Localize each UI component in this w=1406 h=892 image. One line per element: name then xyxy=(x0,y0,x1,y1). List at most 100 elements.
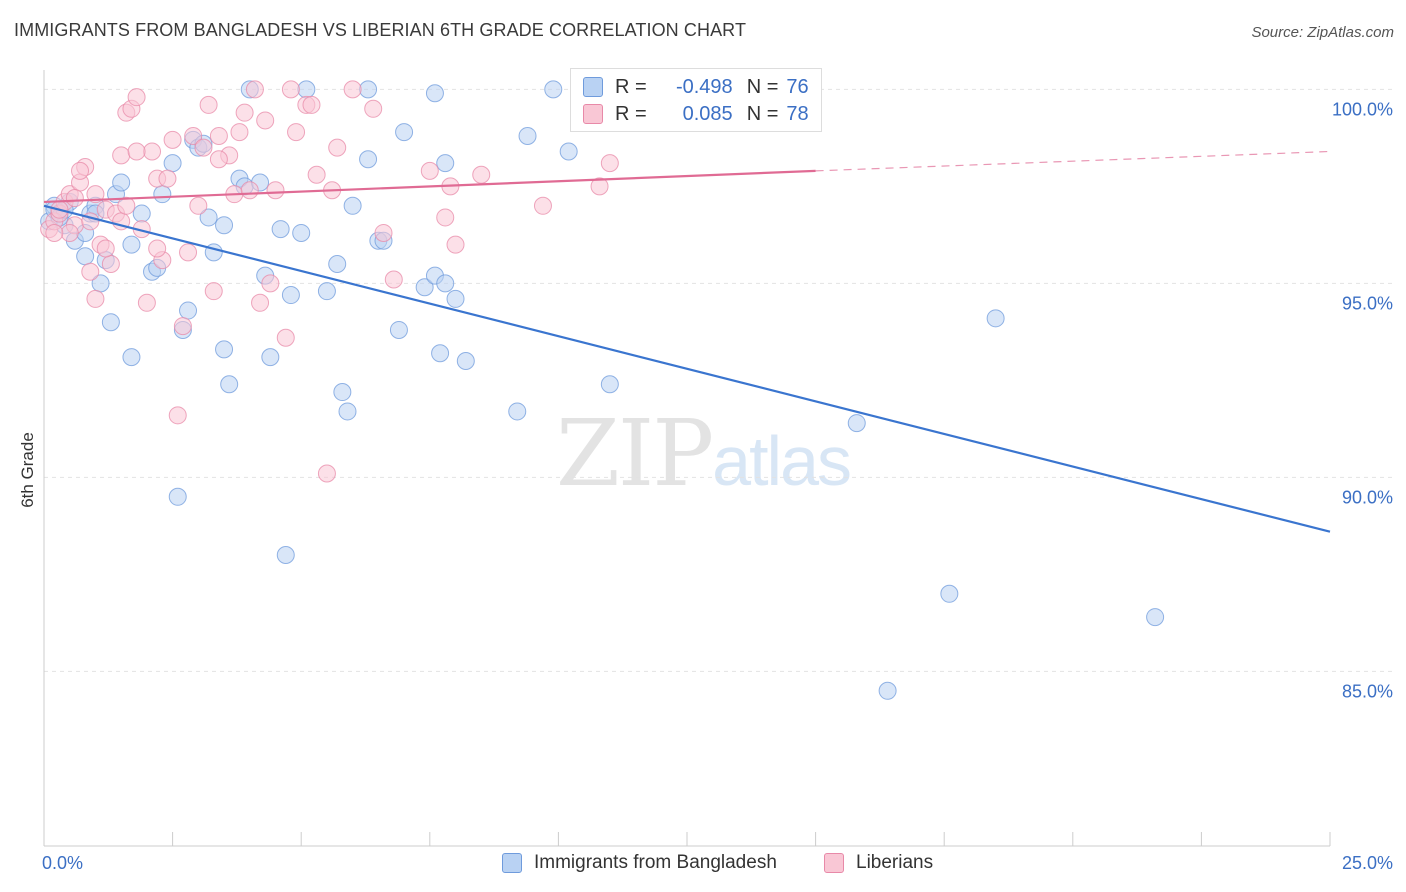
data-point-bangladesh xyxy=(163,154,182,173)
data-point-liberians xyxy=(184,126,203,145)
data-point-liberians xyxy=(317,464,336,483)
n-label: N = xyxy=(746,102,779,125)
data-point-bangladesh xyxy=(600,375,619,394)
y-axis-label: 6th Grade xyxy=(18,432,37,508)
legend-label-liberians: Liberians xyxy=(856,852,934,873)
series-legend: Immigrants from Bangladesh Liberians xyxy=(0,852,1406,878)
data-point-bangladesh xyxy=(297,80,316,99)
data-point-liberians xyxy=(143,142,162,161)
data-point-liberians xyxy=(65,189,84,208)
data-point-liberians xyxy=(112,146,131,165)
data-point-bangladesh xyxy=(101,313,120,332)
data-point-bangladesh xyxy=(168,487,187,506)
n-label: N = xyxy=(746,75,779,98)
n-value: 78 xyxy=(786,102,809,125)
legend-label-bangladesh: Immigrants from Bangladesh xyxy=(534,852,777,873)
data-point-liberians xyxy=(364,99,383,118)
data-point-liberians xyxy=(600,154,619,173)
data-point-bangladesh xyxy=(122,235,141,254)
data-point-liberians xyxy=(96,239,115,258)
data-point-liberians xyxy=(86,185,105,204)
data-point-bangladesh xyxy=(215,340,234,359)
data-point-liberians xyxy=(117,196,136,215)
data-point-liberians xyxy=(163,130,182,149)
data-point-liberians xyxy=(168,406,187,425)
data-point-liberians xyxy=(533,196,552,215)
data-point-bangladesh xyxy=(359,150,378,169)
data-point-liberians xyxy=(60,223,79,242)
data-point-liberians xyxy=(302,95,321,114)
data-point-bangladesh xyxy=(1146,608,1165,627)
x-tick-label: 25.0% xyxy=(1342,853,1393,873)
data-point-liberians xyxy=(343,80,362,99)
data-point-liberians xyxy=(127,142,146,161)
data-point-liberians xyxy=(446,235,465,254)
data-point-bangladesh xyxy=(559,142,578,161)
data-point-bangladesh xyxy=(436,274,455,293)
data-point-bangladesh xyxy=(456,352,475,370)
liberians-swatch xyxy=(583,104,603,124)
data-point-bangladesh xyxy=(940,584,959,603)
data-point-bangladesh xyxy=(333,383,352,402)
data-point-bangladesh xyxy=(281,286,300,305)
data-point-bangladesh xyxy=(112,173,131,192)
watermark: ZIPatlas xyxy=(556,400,852,507)
data-point-liberians xyxy=(261,274,280,293)
data-point-liberians xyxy=(209,126,228,145)
data-point-bangladesh xyxy=(508,402,527,421)
data-point-liberians xyxy=(235,103,254,122)
legend-item-liberians[interactable]: Liberians xyxy=(824,852,933,874)
data-point-liberians xyxy=(71,161,90,180)
data-point-liberians xyxy=(472,165,491,184)
data-point-bangladesh xyxy=(878,681,897,700)
data-point-liberians xyxy=(204,282,223,301)
data-point-liberians xyxy=(420,161,439,180)
data-point-liberians xyxy=(240,181,259,200)
trend-line-liberians xyxy=(43,169,816,204)
data-point-liberians xyxy=(384,270,403,289)
data-point-liberians xyxy=(101,255,120,273)
y-tick-label: 90.0% xyxy=(1342,487,1393,507)
data-point-liberians xyxy=(590,177,609,196)
data-point-liberians xyxy=(436,208,455,227)
data-point-liberians xyxy=(256,111,275,130)
trend-line-liberians-extension xyxy=(815,150,1331,172)
chart-title: IMMIGRANTS FROM BANGLADESH VS LIBERIAN 6… xyxy=(14,20,747,40)
data-point-liberians xyxy=(328,138,347,157)
data-point-liberians xyxy=(287,123,306,142)
data-point-bangladesh xyxy=(436,154,455,173)
legend-item-bangladesh[interactable]: Immigrants from Bangladesh xyxy=(502,852,777,874)
r-label: R = xyxy=(615,75,647,98)
chart-source: Source: ZipAtlas.com xyxy=(1251,24,1394,41)
data-point-bangladesh xyxy=(261,348,280,367)
data-point-bangladesh xyxy=(544,80,563,99)
data-point-bangladesh xyxy=(132,204,151,223)
data-point-bangladesh xyxy=(199,208,218,227)
data-point-liberians xyxy=(230,123,249,142)
data-point-bangladesh xyxy=(276,546,295,564)
liberians-legend-swatch xyxy=(824,853,844,873)
data-point-liberians xyxy=(81,262,100,281)
data-point-bangladesh xyxy=(425,84,444,103)
data-point-liberians xyxy=(374,223,393,242)
bangladesh-legend-swatch xyxy=(502,853,522,873)
data-point-bangladesh xyxy=(215,216,234,235)
n-value: 76 xyxy=(786,75,809,98)
x-tick-label: 0.0% xyxy=(42,853,83,873)
trend-line-bangladesh xyxy=(43,204,1331,533)
data-point-liberians xyxy=(245,80,264,99)
data-point-liberians xyxy=(158,169,177,188)
data-point-liberians xyxy=(148,239,167,258)
data-point-bangladesh xyxy=(389,320,408,339)
data-point-bangladesh xyxy=(343,196,362,215)
data-point-liberians xyxy=(307,165,326,184)
data-point-liberians xyxy=(179,243,198,262)
data-point-liberians xyxy=(251,293,270,312)
r-label: R = xyxy=(615,102,647,125)
data-point-bangladesh xyxy=(395,123,414,142)
data-point-bangladesh xyxy=(431,344,450,363)
data-point-liberians xyxy=(276,328,295,347)
data-point-bangladesh xyxy=(122,348,141,367)
data-point-liberians xyxy=(194,138,213,157)
